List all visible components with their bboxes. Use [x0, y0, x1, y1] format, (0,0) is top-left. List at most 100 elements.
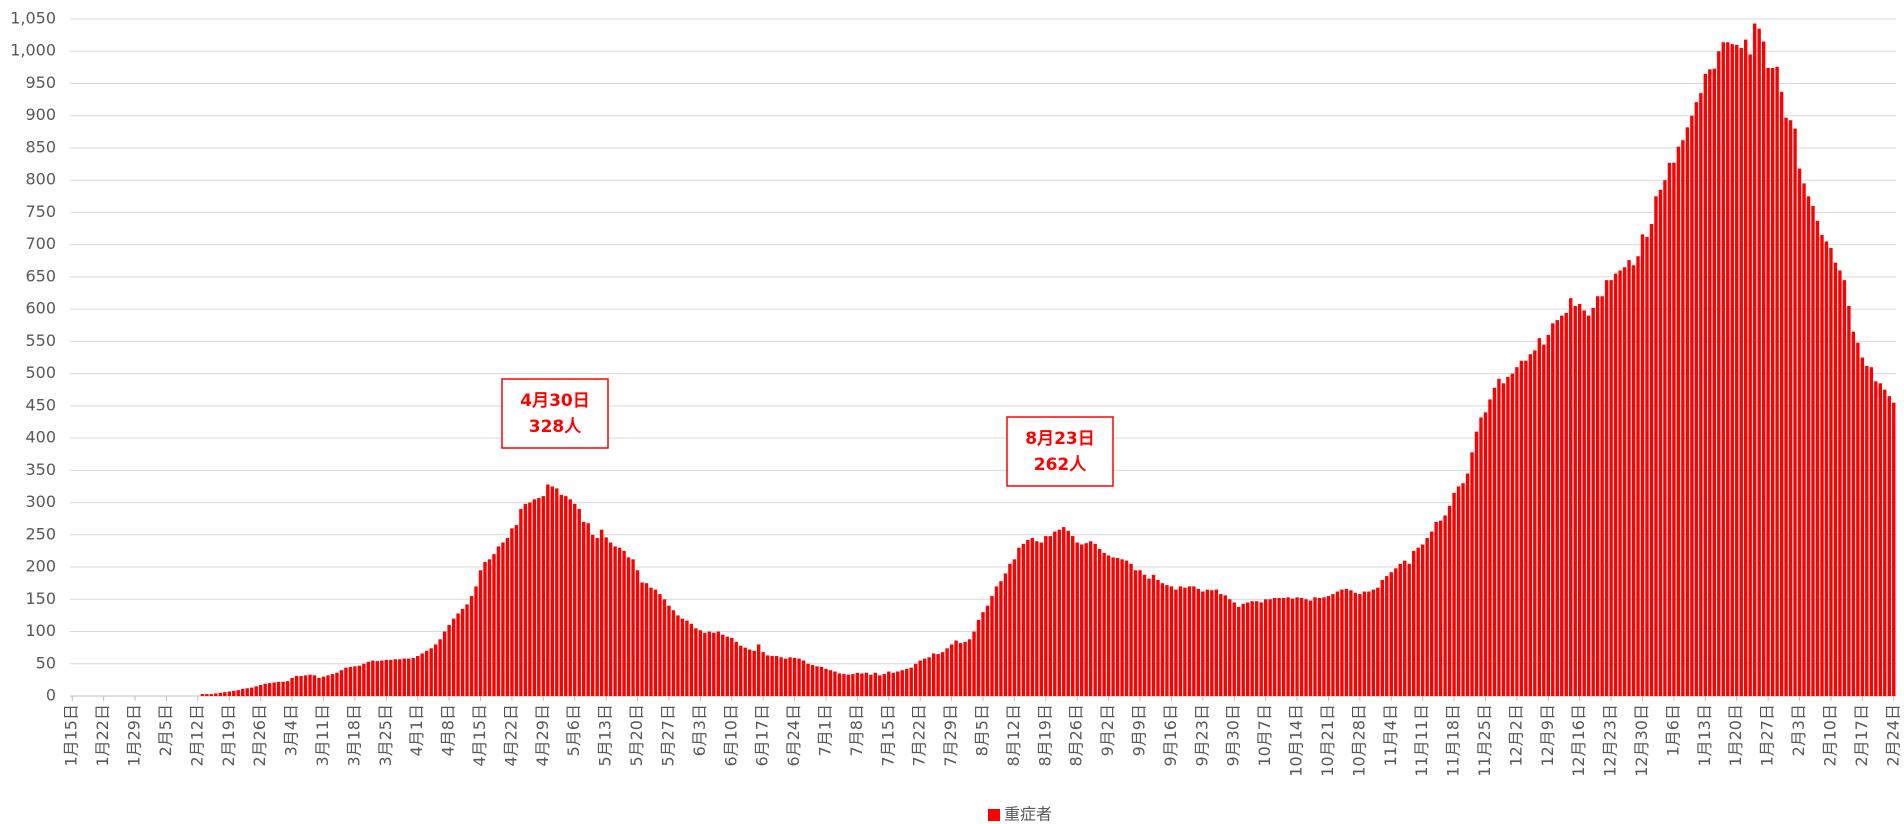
bar: [366, 661, 371, 696]
bar: [1290, 598, 1295, 696]
bar: [1591, 307, 1595, 696]
bar: [1685, 127, 1690, 696]
bar: [667, 605, 671, 696]
bar: [1622, 267, 1627, 696]
bar: [747, 649, 752, 696]
annotation: 4月30日 328人: [501, 378, 609, 449]
x-tick-label: 2月5日: [156, 704, 175, 756]
bar: [1079, 544, 1084, 696]
bar: [1569, 298, 1573, 696]
bar: [276, 681, 281, 696]
bar: [1102, 552, 1106, 696]
x-tick-label: 10月28日: [1349, 704, 1368, 777]
bar: [730, 637, 734, 696]
bar: [1703, 73, 1708, 697]
bar: [954, 640, 958, 696]
x-tick-label: 6月10日: [721, 704, 740, 767]
bar: [550, 486, 555, 696]
bar: [1389, 572, 1393, 696]
bar: [590, 534, 595, 696]
bar: [537, 498, 541, 696]
bar: [442, 631, 447, 696]
x-tick-label: 1月13日: [1695, 704, 1714, 767]
bar: [1398, 563, 1402, 696]
bar: [249, 687, 254, 696]
bar: [1748, 54, 1752, 696]
x-tick-label: 7月15日: [878, 704, 897, 767]
bar: [1761, 41, 1766, 697]
bar: [317, 677, 321, 696]
bar: [783, 658, 788, 696]
bar: [1416, 547, 1420, 696]
bar: [1892, 402, 1896, 696]
bar: [1726, 42, 1730, 697]
bar: [734, 641, 738, 696]
bar: [1245, 602, 1250, 696]
bar: [1367, 591, 1371, 696]
bar: [1609, 280, 1613, 696]
bar: [1156, 579, 1160, 696]
y-tick-label: 500: [25, 363, 56, 382]
annotation-text: 328人: [529, 417, 582, 437]
x-tick-label: 11月25日: [1475, 704, 1494, 777]
bar: [891, 672, 895, 696]
x-tick-label: 8月19日: [1035, 704, 1054, 767]
y-tick-label: 350: [25, 460, 56, 479]
bar: [1097, 548, 1102, 696]
bar: [1542, 344, 1546, 696]
bar: [1699, 93, 1703, 696]
bar: [1752, 23, 1757, 697]
bar: [1071, 536, 1075, 696]
bar: [474, 586, 478, 696]
bar: [1811, 205, 1815, 696]
bar: [958, 643, 963, 696]
bar: [1851, 331, 1856, 696]
x-tick-label: 12月30日: [1632, 704, 1651, 777]
x-tick-label: 7月29日: [941, 704, 960, 767]
bar: [1564, 313, 1568, 696]
legend-label: 重症者: [1004, 805, 1052, 824]
bar: [371, 660, 375, 696]
bar: [1021, 543, 1026, 696]
bar: [1452, 492, 1456, 696]
x-tick-label: 5月6日: [564, 704, 583, 756]
bar: [1883, 389, 1887, 696]
bar: [1600, 296, 1604, 696]
bar: [348, 666, 353, 696]
bar: [1403, 560, 1407, 696]
x-tick-label: 3月18日: [344, 704, 363, 767]
bar: [1304, 599, 1308, 696]
bar: [1519, 360, 1524, 696]
bar: [330, 674, 335, 696]
bar: [1856, 342, 1860, 696]
bar: [429, 648, 433, 696]
y-tick-label: 450: [25, 395, 56, 414]
x-tick-label: 5月13日: [596, 704, 615, 767]
bar: [1533, 350, 1537, 696]
bar: [994, 586, 999, 696]
x-tick-label: 8月12日: [1004, 704, 1023, 767]
bar: [1654, 196, 1658, 697]
bar: [999, 581, 1003, 696]
y-tick-label: 650: [25, 266, 56, 285]
bar: [267, 683, 272, 696]
bar: [1461, 483, 1465, 696]
bar: [1573, 305, 1577, 696]
bar: [1295, 597, 1299, 696]
bar: [1088, 541, 1093, 696]
bar: [541, 496, 546, 696]
bar: [1263, 599, 1268, 696]
bar: [689, 623, 694, 696]
bar: [218, 692, 223, 696]
bar: [1524, 360, 1528, 696]
bar: [577, 509, 581, 696]
bar: [1268, 599, 1272, 696]
bar: [981, 612, 985, 696]
x-tick-label: 6月24日: [784, 704, 803, 767]
bar: [599, 529, 604, 696]
bar: [1443, 515, 1447, 696]
bar: [1250, 601, 1254, 696]
bar: [380, 660, 384, 696]
bar: [622, 550, 626, 696]
bar: [389, 659, 393, 696]
